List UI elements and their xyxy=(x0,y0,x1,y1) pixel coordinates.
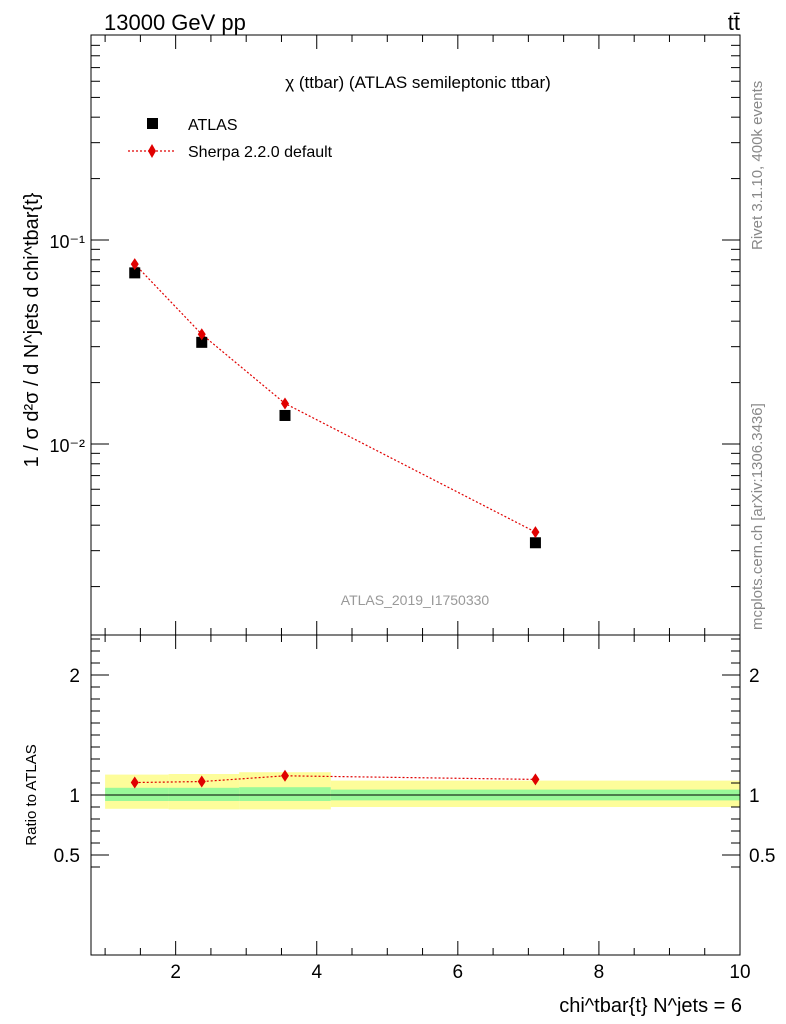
x-axis-label: chi^tbar{t} N^jets = 6 xyxy=(559,995,742,1017)
data-point xyxy=(279,409,291,421)
legend-mc-marker xyxy=(148,144,156,158)
ratio-line xyxy=(134,775,536,784)
data-point xyxy=(196,336,208,348)
ratio-y-tick-label-right: 2 xyxy=(749,666,760,687)
ratio-y-tick-labels: 0.5 0.5 1 1 2 2 xyxy=(54,666,776,867)
ratio-y-axis-label: Ratio to ATLAS xyxy=(23,744,40,845)
band-inner xyxy=(105,787,169,801)
x-tick-labels: 2 4 6 8 10 xyxy=(170,962,750,983)
x-tick-label: 2 xyxy=(170,962,181,983)
ratio-mc-point xyxy=(531,773,540,786)
mc-points xyxy=(130,258,540,539)
mcplots-label: mcplots.cern.ch [arXiv:1306.3436] xyxy=(749,403,766,630)
rivet-label: Rivet 3.1.10, 400k events xyxy=(749,81,766,250)
mc-point xyxy=(531,526,540,539)
ratio-mc-point xyxy=(130,776,139,789)
main-panel: χ (ttbar) (ATLAS semileptonic ttbar) ATL… xyxy=(21,34,741,636)
ratio-ticks xyxy=(91,635,741,955)
ratio-y-tick-label-right: 1 xyxy=(749,786,760,807)
legend-data-marker xyxy=(147,118,158,129)
ratio-y-tick-label: 1 xyxy=(69,786,80,807)
x-tick-label: 6 xyxy=(453,962,464,983)
ratio-y-tick-label: 2 xyxy=(69,666,80,687)
ratio-y-tick-label: 0.5 xyxy=(54,846,80,867)
x-tick-label: 10 xyxy=(729,962,750,983)
main-ticks xyxy=(91,35,741,635)
mc-point xyxy=(197,328,206,341)
ratio-panel: Ratio to ATLAS chi^tbar{t} N^jets = 6 2 4… xyxy=(23,634,776,1017)
mc-point xyxy=(280,397,289,410)
main-title: χ (ttbar) (ATLAS semileptonic ttbar) xyxy=(285,73,551,92)
data-points xyxy=(129,267,541,549)
legend-mc-label: Sherpa 2.2.0 default xyxy=(188,144,333,161)
legend-data-label: ATLAS xyxy=(188,117,238,134)
data-point xyxy=(529,537,541,549)
y-tick-label-0.1: 10⁻¹ xyxy=(49,232,85,252)
ratio-y-tick-label-right: 0.5 xyxy=(749,846,775,867)
mc-curve xyxy=(134,263,536,533)
energy-label: 13000 GeV pp xyxy=(104,10,246,35)
mc-line xyxy=(134,263,536,533)
band-inner xyxy=(239,787,331,801)
main-y-axis-label: 1 / σ d²σ / d N^jets d chi^tbar{t} xyxy=(21,192,43,467)
mc-point xyxy=(130,258,139,271)
data-point xyxy=(129,267,141,279)
process-label: tt̄ xyxy=(728,10,740,35)
x-tick-label: 4 xyxy=(311,962,322,983)
ratio-mc-point xyxy=(280,769,289,782)
ratio-mc-curve xyxy=(134,775,536,784)
ratio-mc-point xyxy=(197,775,206,788)
y-tick-label-0.01: 10⁻² xyxy=(49,436,85,456)
ratio-points xyxy=(130,769,540,789)
watermark: ATLAS_2019_I1750330 xyxy=(341,592,490,608)
x-tick-label: 8 xyxy=(594,962,605,983)
band-inner xyxy=(168,787,240,801)
legend: ATLAS Sherpa 2.2.0 default xyxy=(128,117,333,161)
